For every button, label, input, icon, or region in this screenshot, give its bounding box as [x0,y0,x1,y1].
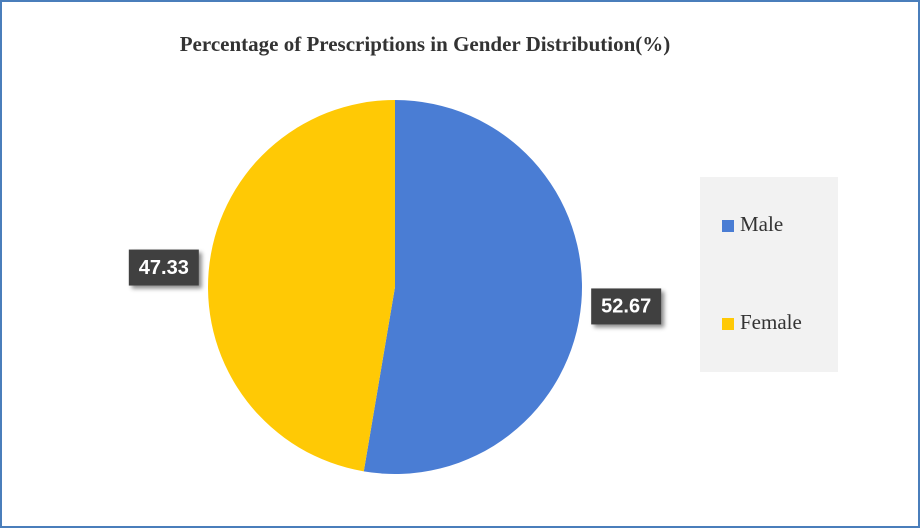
data-label-box [591,288,662,325]
data-label: 47.33 [139,257,189,279]
data-label-box [128,249,199,286]
pie-slice [207,100,395,472]
legend-label: Female [740,310,802,334]
chart-title: Percentage of Prescriptions in Gender Di… [180,32,671,56]
pie-slice [363,100,582,474]
legend-swatch [722,318,734,330]
data-label: 52.67 [601,296,651,318]
legend-label: Male [740,212,783,236]
legend-box [700,177,838,372]
legend-swatch [722,220,734,232]
